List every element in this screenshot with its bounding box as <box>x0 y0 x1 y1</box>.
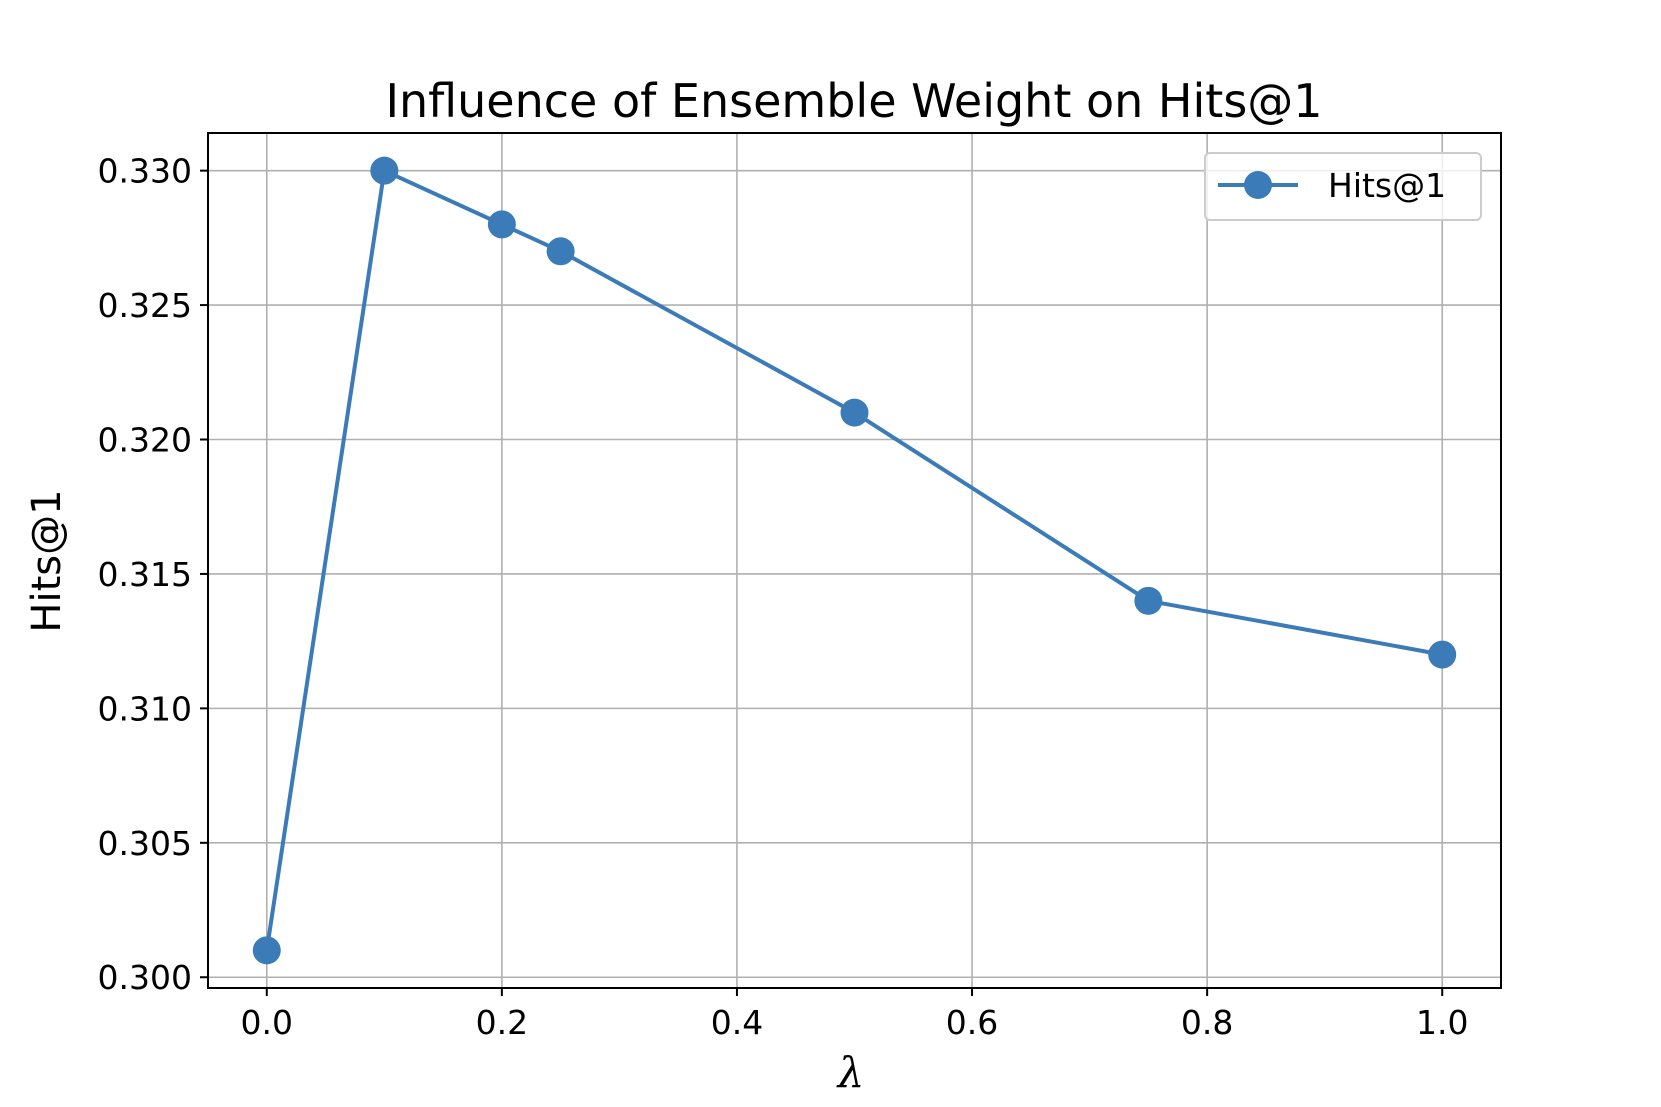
legend-label: Hits@1 <box>1328 166 1446 205</box>
data-point <box>487 210 516 239</box>
legend-box <box>1204 152 1482 221</box>
y-tick-label: 0.315 <box>98 555 192 594</box>
x-tick-label: 0.8 <box>1181 1003 1233 1042</box>
y-axis-label: Hits@1 <box>24 489 70 632</box>
y-tick-label: 0.330 <box>98 152 192 191</box>
y-tick-label: 0.310 <box>98 689 192 728</box>
x-tick-label: 0.0 <box>241 1003 293 1042</box>
data-point <box>1134 586 1163 615</box>
y-tick-label: 0.320 <box>98 421 192 460</box>
x-tick-label: 1.0 <box>1416 1003 1468 1042</box>
plot-frame <box>207 132 1502 989</box>
data-point <box>840 398 869 427</box>
x-tick-label: 0.2 <box>476 1003 528 1042</box>
y-tick-label: 0.305 <box>98 824 192 863</box>
y-tick-label: 0.300 <box>98 958 192 997</box>
data-point <box>1428 640 1457 669</box>
legend: Hits@1 <box>1204 152 1482 221</box>
axis-ticks: 0.0 0.2 0.4 0.6 0.8 1.0 0.300 0.305 0.310 0.315 0.… <box>98 152 1469 1042</box>
x-tick-label: 0.4 <box>711 1003 763 1042</box>
grid <box>208 133 1501 988</box>
data-point <box>252 936 281 965</box>
y-tick-label: 0.325 <box>98 286 192 325</box>
data-point <box>370 156 399 185</box>
chart-title: Influence of Ensemble Weight on Hits@1 <box>385 74 1322 128</box>
series-layer <box>252 156 1457 965</box>
x-axis-label: λ <box>836 1048 865 1097</box>
data-point <box>546 237 575 266</box>
legend-marker-swatch <box>1244 171 1272 199</box>
x-tick-label: 0.6 <box>946 1003 998 1042</box>
